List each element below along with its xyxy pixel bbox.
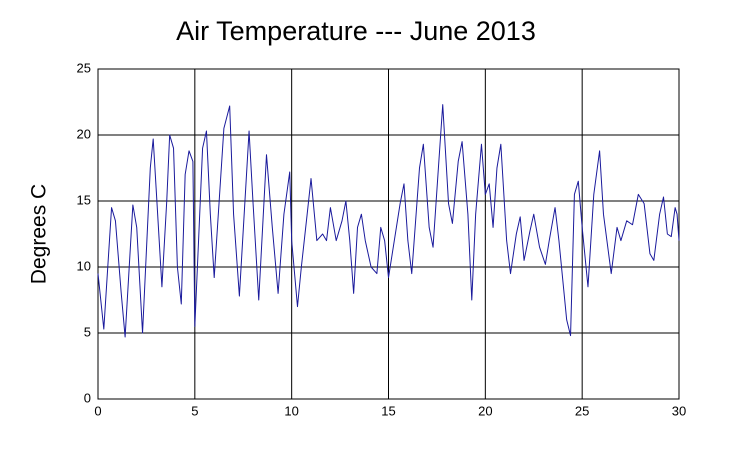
chart-title: Air Temperature --- June 2013 <box>176 16 536 46</box>
y-tick-label: 5 <box>84 324 91 339</box>
x-tick-label: 15 <box>381 403 395 418</box>
y-tick-label: 20 <box>77 126 91 141</box>
x-tick-label: 5 <box>191 403 198 418</box>
x-tick-label: 0 <box>94 403 101 418</box>
x-tick-label: 25 <box>575 403 589 418</box>
y-tick-label: 25 <box>77 60 91 75</box>
x-tick-label: 30 <box>672 403 686 418</box>
y-axis-label: Degrees C <box>28 184 51 284</box>
y-tick-label: 10 <box>77 258 91 273</box>
data-line <box>97 104 680 338</box>
y-tick-label: 15 <box>77 192 91 207</box>
x-tick-label: 10 <box>284 403 298 418</box>
y-tick-label: 0 <box>84 390 91 405</box>
x-tick-label: 20 <box>478 403 492 418</box>
